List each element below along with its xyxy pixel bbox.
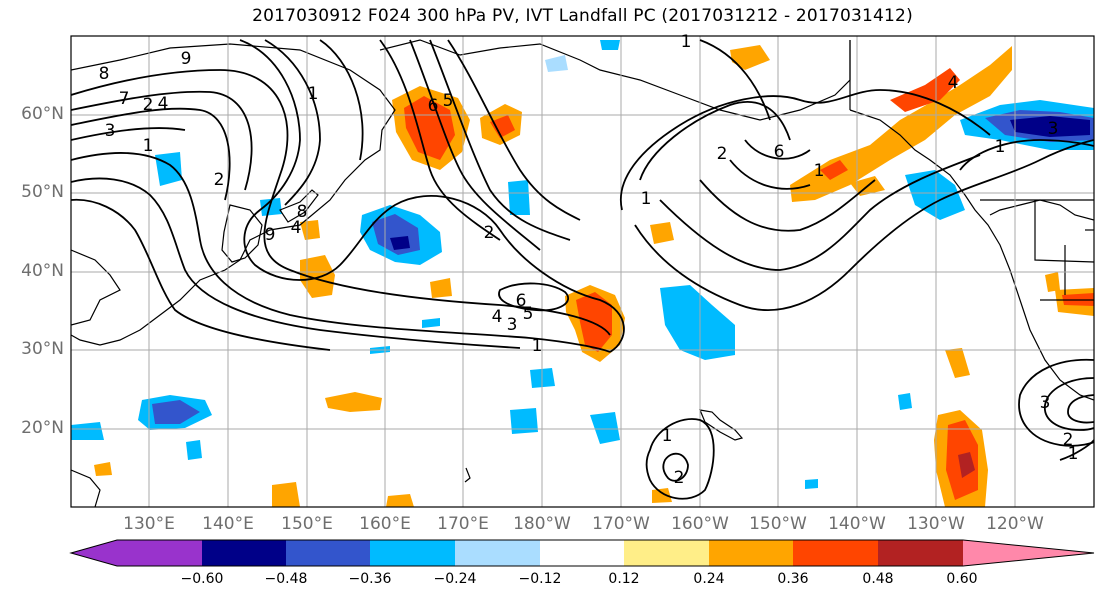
colorbar-extend-min: [71, 540, 117, 566]
lon-label: 140°W: [828, 514, 886, 534]
colorbar-segment: [709, 540, 793, 566]
lat-label: 40°N: [21, 261, 64, 281]
colorbar-segment: [540, 540, 624, 566]
contour-label: 7: [119, 89, 130, 109]
colorbar-tick-label: 0.48: [862, 571, 894, 587]
colorbar-extend-max: [963, 540, 1094, 566]
colorbar-tick-label: 0.60: [946, 571, 978, 587]
lon-label: 150°W: [749, 514, 807, 534]
colorbar-tick-label: −0.48: [264, 571, 308, 587]
contour-label: 9: [265, 225, 276, 245]
contour-label: 1: [532, 336, 543, 356]
lon-label: 150°E: [281, 514, 333, 534]
contour-label: 1: [1068, 444, 1079, 464]
colorbar-segment: [370, 540, 455, 566]
negative-pc-shading: [71, 40, 1094, 489]
contour-label: 1: [143, 136, 154, 156]
lon-label: 180°W: [513, 514, 571, 534]
colorbar-segment: [878, 540, 963, 566]
contour-label: 3: [105, 121, 116, 141]
lat-label: 20°N: [21, 418, 64, 438]
contour-label: 1: [995, 137, 1006, 157]
colorbar-tick-label: 0.24: [693, 571, 725, 587]
contour-label: 4: [492, 307, 503, 327]
lat-label: 50°N: [21, 182, 64, 202]
contour-label: 2: [674, 468, 685, 488]
colorbar-segment: [286, 540, 370, 566]
colorbar-segment: [455, 540, 540, 566]
lon-label: 120°W: [986, 514, 1044, 534]
contour-label: 3: [507, 315, 518, 335]
contour-label: 1: [641, 189, 652, 209]
contour-label: 3: [1048, 119, 1059, 139]
colorbar-segment: [202, 540, 286, 566]
colorbar-segment: [793, 540, 878, 566]
contour-label: 1: [662, 426, 673, 446]
contour-label: 8: [297, 202, 308, 222]
colorbar-tick-label: −0.60: [180, 571, 224, 587]
contour-label: 6: [516, 291, 527, 311]
lon-label: 160°W: [671, 514, 729, 534]
colorbar-outline: [69, 539, 1095, 567]
colorbar-tick-label: −0.36: [348, 571, 392, 587]
contour-label: 5: [443, 91, 454, 111]
pv-contours: [71, 39, 1094, 500]
contour-label: 4: [291, 218, 302, 238]
contour-label: 6: [774, 142, 785, 162]
contour-label: 5: [523, 304, 534, 324]
contour-label: 2: [214, 170, 225, 190]
contour-label: 2: [484, 223, 495, 243]
graticule: [71, 36, 1094, 507]
colorbar: [71, 540, 1094, 566]
contour-label: 3: [1040, 393, 1051, 413]
lat-label: 60°N: [21, 104, 64, 124]
contour-label: 1: [308, 84, 319, 104]
colorbar-tick-label: 0.12: [608, 571, 640, 587]
contour-label: 9: [181, 49, 192, 69]
lon-label: 130°E: [123, 514, 175, 534]
map-frame: [70, 35, 1095, 508]
lon-label: 160°E: [359, 514, 411, 534]
lon-label: 170°W: [592, 514, 650, 534]
contour-label: 1: [814, 161, 825, 181]
lon-label: 170°E: [437, 514, 489, 534]
map-title: 2017030912 F024 300 hPa PV, IVT Landfall…: [252, 6, 913, 26]
colorbar-tick-label: −0.24: [433, 571, 477, 587]
colorbar-segment: [624, 540, 709, 566]
colorbar-tick-label: −0.12: [518, 571, 562, 587]
contour-label: 1: [681, 32, 692, 52]
lat-label: 30°N: [21, 339, 64, 359]
contour-label: 4: [158, 94, 169, 114]
contour-label: 4: [948, 73, 959, 93]
lon-label: 140°E: [202, 514, 254, 534]
contour-label-group: 8 9 7 2 4 3 1 2 1 6 5 9 8 4 2 6 5 4 3 1 …: [99, 32, 1079, 488]
contour-label: 8: [99, 64, 110, 84]
contour-label: 2: [1063, 430, 1074, 450]
colorbar-tick-label: 0.36: [777, 571, 809, 587]
contour-label: 2: [717, 144, 728, 164]
colorbar-segment: [117, 540, 202, 566]
contour-label: 2: [143, 95, 154, 115]
lon-label: 130°W: [907, 514, 965, 534]
contour-label: 6: [428, 96, 439, 116]
